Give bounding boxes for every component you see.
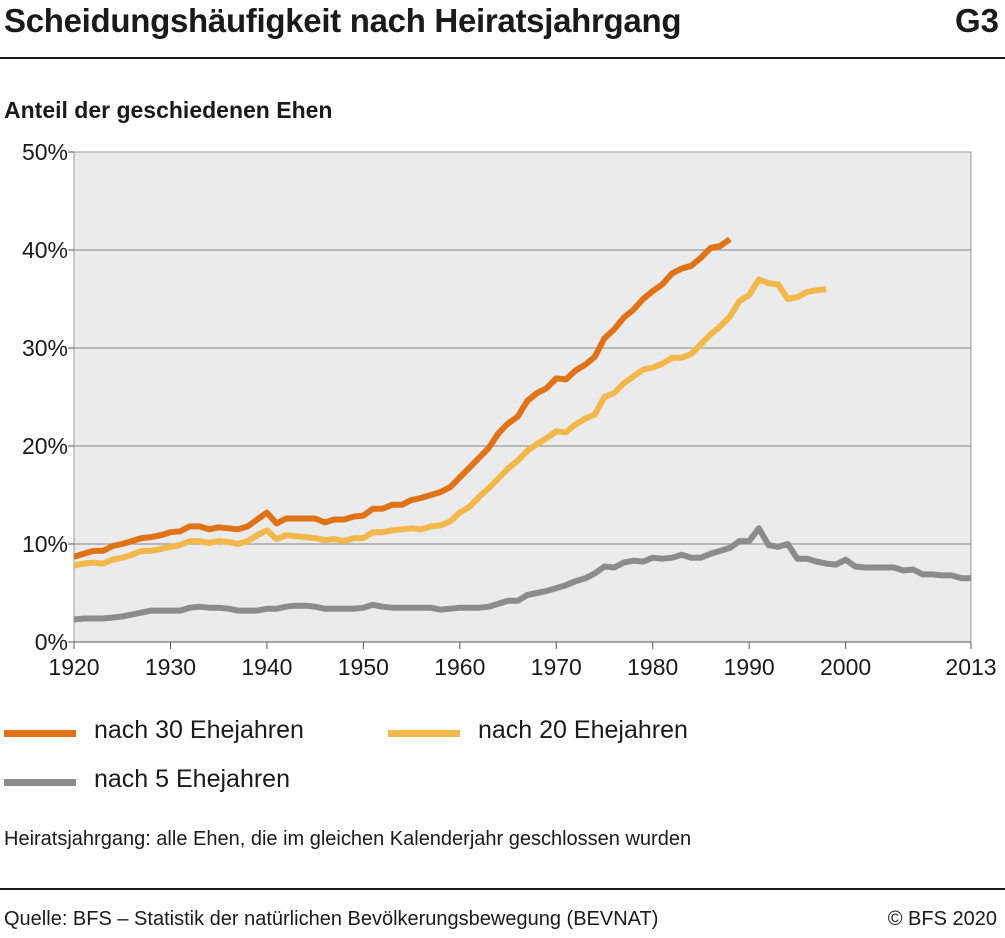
legend-item-20: nach 20 Ehejahren (388, 716, 748, 746)
legend-label-30: nach 30 Ehejahren (94, 716, 304, 744)
plot-area (73, 151, 972, 643)
x-tick-label: 1980 (627, 654, 678, 680)
series-line-0 (73, 236, 732, 560)
x-tick-label: 1990 (724, 654, 775, 680)
x-tick-label: 1960 (434, 654, 485, 680)
x-tick-label: 1920 (48, 654, 99, 680)
y-tick-label: 10% (22, 531, 68, 557)
source-note: Quelle: BFS – Statistik der natürlichen … (4, 908, 659, 930)
legend-swatch-30 (4, 730, 76, 737)
legend-label-5: nach 5 Ehejahren (94, 765, 290, 793)
y-tick-label: 40% (22, 237, 68, 263)
legend-item-5: nach 5 Ehejahren (4, 765, 364, 795)
chart-code: G3 (954, 2, 999, 39)
series-line-1 (73, 276, 827, 569)
series-lines (73, 236, 971, 623)
y-tick-labels: 0% 10% 20% 30% 40% 50% (22, 139, 68, 655)
x-tick-label: 1940 (241, 654, 292, 680)
copyright: © BFS 2020 (887, 908, 997, 930)
grid-lines (68, 151, 972, 649)
x-tick-label: 2000 (820, 654, 871, 680)
x-tick-label: 1950 (338, 654, 389, 680)
legend-swatch-20 (388, 730, 460, 737)
series-line-2 (73, 525, 971, 623)
chart-title: Scheidungshäufigkeit nach Heiratsjahrgan… (4, 2, 682, 39)
y-axis-label: Anteil der geschiedenen Ehen (4, 97, 333, 123)
legend-swatch-5 (4, 779, 76, 786)
legend-label-20: nach 20 Ehejahren (478, 716, 688, 744)
bottom-rule (0, 888, 1005, 890)
y-tick-label: 20% (22, 433, 68, 459)
y-tick-label: 0% (35, 629, 68, 655)
y-tick-label: 50% (22, 139, 68, 165)
x-tick-label: 1930 (145, 654, 196, 680)
x-tick-label: 2013 (945, 654, 996, 680)
legend-item-30: nach 30 Ehejahren (4, 716, 364, 746)
top-rule (0, 57, 1005, 59)
line-chart: 0%10%20%30%40%50% 1920 1930 1940 1950 1960 19… (22, 139, 997, 680)
y-tick-label: 30% (22, 335, 68, 361)
x-tick-label: 1970 (531, 654, 582, 680)
footnote: Heiratsjahrgang: alle Ehen, die im gleic… (4, 828, 692, 850)
x-tick-labels: 1920 1930 1940 1950 1960 1970 1980 1990 2000 2013 (48, 654, 996, 680)
